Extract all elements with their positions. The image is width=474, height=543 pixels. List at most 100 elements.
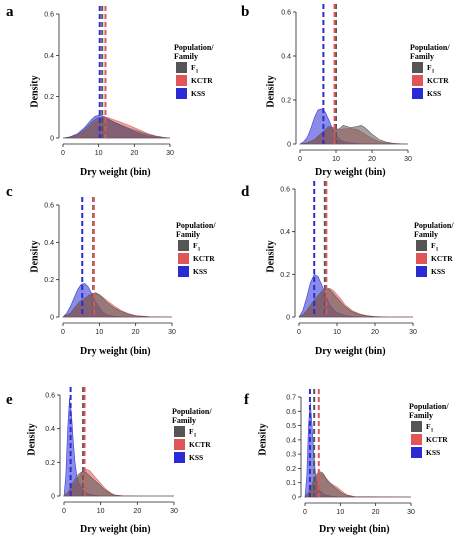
density-area-f1 xyxy=(299,124,409,145)
panel-c: 0 0.2 0.4 0.6 0 10 20 30 c Density Dry weight (… xyxy=(0,181,237,362)
legend-item-kss: KSS xyxy=(414,265,472,278)
legend-item-kctr: KCTR xyxy=(414,252,472,265)
x-tick-label: 10 xyxy=(336,509,344,516)
legend-title: Population/ Family xyxy=(176,221,216,239)
legend-label: KSS xyxy=(427,89,442,98)
legend-item-f1: F1 xyxy=(172,425,236,439)
legend-label-subscript: 1 xyxy=(193,432,197,439)
legend-swatch xyxy=(178,240,189,251)
y-tick-label: 0.6 xyxy=(286,409,296,416)
x-tick-label: 10 xyxy=(95,150,103,157)
y-tick-label: 0.6 xyxy=(280,187,290,194)
x-tick-label: 20 xyxy=(133,508,141,515)
x-tick-label: 0 xyxy=(303,509,307,516)
panel-letter-f: f xyxy=(244,392,249,408)
legend-swatch xyxy=(174,426,185,437)
legend-swatch xyxy=(411,447,422,458)
panel-letter-e: e xyxy=(6,392,13,408)
legend-item-f1: F1 xyxy=(176,239,236,253)
density-area-f1 xyxy=(62,292,173,318)
y-tick-label: 0.4 xyxy=(281,54,291,61)
legend-label: KCTR xyxy=(427,76,449,85)
legend-label: F1 xyxy=(189,427,197,439)
y-tick-label: 0 xyxy=(50,315,54,322)
y-tick-label: 0.3 xyxy=(286,452,296,459)
legend-label: KCTR xyxy=(189,440,211,449)
density-area-f1 xyxy=(63,471,174,497)
legend-item-kss: KSS xyxy=(176,265,236,278)
x-tick-label: 30 xyxy=(166,150,174,157)
x-tick-label: 0 xyxy=(61,150,65,157)
y-axis-label: Density xyxy=(257,423,269,456)
legend-item-f1: F1 xyxy=(410,61,472,75)
legend: Population/ Family F1 KCTR KSS xyxy=(414,221,472,278)
y-tick-label: 0.5 xyxy=(286,423,296,430)
panel-letter-b: b xyxy=(241,4,250,20)
legend-swatch xyxy=(412,75,423,86)
legend: Population/ Family F1 KCTR KSS xyxy=(176,221,236,278)
legend-swatch xyxy=(416,240,427,251)
legend-swatch xyxy=(412,88,423,99)
legend-item-kctr: KCTR xyxy=(410,74,472,87)
y-tick-label: 0.4 xyxy=(44,240,54,247)
legend: Population/ Family F1 KCTR KSS xyxy=(174,43,236,100)
y-tick-label: 0.4 xyxy=(45,426,55,433)
x-tick-label: 10 xyxy=(333,329,341,336)
legend-item-f1: F1 xyxy=(414,239,472,253)
legend-label: KSS xyxy=(193,267,208,276)
legend-label: KSS xyxy=(191,89,206,98)
plot-b: 0 0.2 0.4 0.6 0 10 20 30 xyxy=(281,4,412,163)
legend-item-kctr: KCTR xyxy=(174,74,236,87)
legend-title: Population/ Family xyxy=(172,407,212,425)
x-tick-label: 20 xyxy=(130,150,138,157)
panel-e: 0 0.2 0.4 0.6 0 10 20 30 e Density Dry weight (… xyxy=(0,362,237,543)
y-tick-label: 0.4 xyxy=(44,53,54,60)
y-tick-label: 0.6 xyxy=(44,12,54,19)
y-tick-label: 0.1 xyxy=(286,480,296,487)
y-tick-label: 0.6 xyxy=(281,10,291,17)
x-tick-label: 30 xyxy=(168,329,176,336)
panel-letter-a: a xyxy=(6,4,14,20)
legend-item-kss: KSS xyxy=(409,446,473,459)
y-tick-label: 0.2 xyxy=(45,460,55,467)
x-tick-label: 30 xyxy=(170,508,178,515)
x-tick-label: 20 xyxy=(371,329,379,336)
y-tick-label: 0.2 xyxy=(281,98,291,105)
legend-label-subscript: 1 xyxy=(195,68,199,75)
panel-letter-c: c xyxy=(6,184,13,200)
legend-label: F1 xyxy=(426,422,434,434)
panel-b: 0 0.2 0.4 0.6 0 10 20 30 b Density Dry weight (… xyxy=(237,0,474,181)
x-tick-label: 0 xyxy=(298,156,302,163)
plot-d: 0 0.2 0.4 0.6 0 10 20 30 xyxy=(280,181,417,336)
legend-swatch xyxy=(412,62,423,73)
legend-label-subscript: 1 xyxy=(430,427,434,434)
legend-label: KCTR xyxy=(191,76,213,85)
plot-e: 0 0.2 0.4 0.6 0 10 20 30 xyxy=(45,387,178,515)
y-tick-label: 0.2 xyxy=(286,466,296,473)
legend-item-kctr: KCTR xyxy=(176,252,236,265)
legend-title: Population/ Family xyxy=(174,43,214,61)
x-axis-label: Dry weight (bin) xyxy=(319,524,390,535)
x-tick-label: 0 xyxy=(62,508,66,515)
x-axis-label: Dry weight (bin) xyxy=(315,167,386,178)
x-tick-label: 20 xyxy=(368,156,376,163)
legend-label: KSS xyxy=(426,448,441,457)
y-tick-label: 0.2 xyxy=(44,277,54,284)
x-axis-label: Dry weight (bin) xyxy=(80,524,151,535)
legend-label: F1 xyxy=(427,63,435,75)
legend-label-subscript: 1 xyxy=(197,246,201,253)
y-axis-label: Density xyxy=(265,75,277,108)
legend-swatch xyxy=(178,253,189,264)
legend-label: F1 xyxy=(193,241,201,253)
legend-swatch xyxy=(174,439,185,450)
legend-label: KSS xyxy=(431,267,446,276)
x-tick-label: 30 xyxy=(407,509,415,516)
legend-swatch xyxy=(411,421,422,432)
y-axis-label: Density xyxy=(29,75,41,108)
legend-label-subscript: 1 xyxy=(431,68,435,75)
legend-item-f1: F1 xyxy=(409,420,473,434)
y-tick-label: 0 xyxy=(51,494,55,501)
x-tick-label: 0 xyxy=(61,329,65,336)
legend-label-subscript: 1 xyxy=(435,246,439,253)
legend-swatch xyxy=(416,266,427,277)
